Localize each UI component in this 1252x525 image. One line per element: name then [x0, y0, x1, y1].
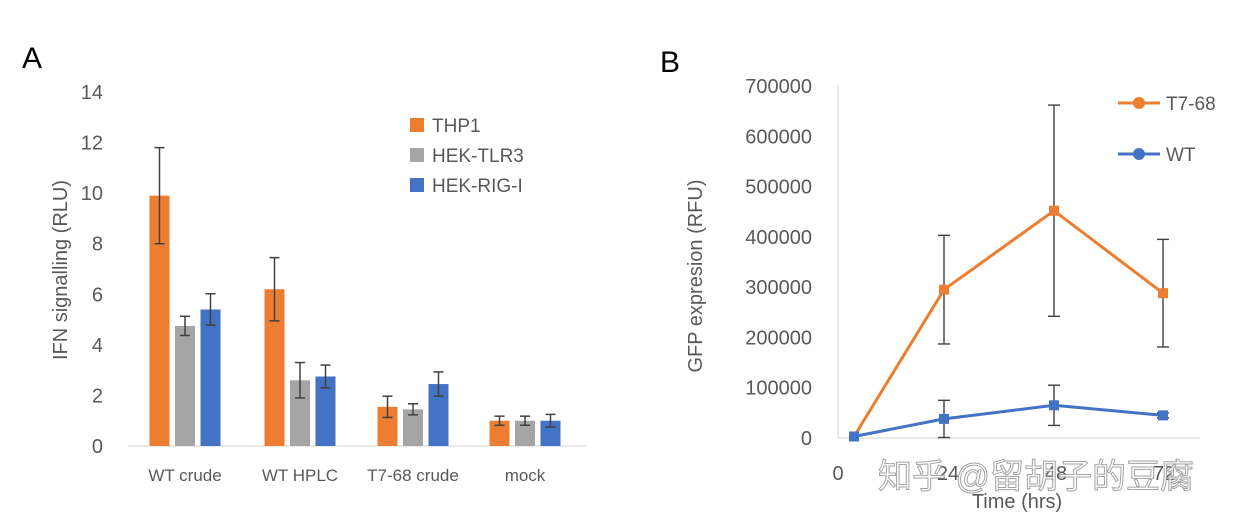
panel-a-x-category-label: T7-68 crude	[367, 466, 459, 485]
legend-swatch-hek-rig-i	[410, 178, 424, 192]
watermark-text: 知乎 @留胡子的豆腐	[878, 458, 1194, 496]
panel-b-x-tick-label: 48	[1045, 463, 1067, 485]
panel-a-y-tick-label: 8	[92, 234, 103, 256]
bar-hek-tlr3-3	[403, 409, 423, 446]
panel-a-y-tick-label: 4	[92, 335, 103, 357]
panel-b-x-tick-label: 0	[832, 463, 843, 485]
panel-a-bars	[149, 146, 561, 446]
panel-a-y-tick-label: 2	[92, 385, 103, 407]
panel-b-x-axis-title: Time (hrs)	[972, 491, 1062, 513]
marker-t7-68-4	[1158, 288, 1168, 299]
panel-b-legend: T7-68 WT	[1118, 94, 1216, 166]
bar-hek-tlr3-2	[290, 380, 310, 446]
panel-b-y-axis-title: GFP expresion (RFU)	[685, 179, 707, 372]
legend-marker-wt	[1133, 148, 1145, 160]
marker-t7-68-2	[939, 284, 949, 295]
panel-a: A IFN signalling (RLU) 0 2 4 6 8 10 12 14 WT cr…	[22, 42, 586, 485]
panel-a-x-categories: WT crude WT HPLC T7-68 crude mock	[148, 466, 545, 485]
legend-label-hek-tlr3: HEK-TLR3	[432, 146, 524, 167]
panel-b-series	[849, 104, 1169, 442]
panel-a-y-tick-label: 10	[81, 183, 103, 205]
panel-a-x-category-label: WT HPLC	[262, 466, 338, 485]
legend-marker-t7-68	[1133, 97, 1145, 109]
panel-b-y-tick-label: 100000	[745, 378, 812, 400]
panel-a-y-axis-title: IFN signalling (RLU)	[50, 180, 72, 360]
legend-swatch-hek-tlr3	[410, 148, 424, 162]
line-t7-68	[852, 208, 1164, 438]
bar-thp1-1	[149, 195, 170, 446]
bar-hek-tlr3-4	[515, 420, 535, 446]
panel-a-y-tick-label: 12	[81, 133, 103, 155]
legend-swatch-thp1	[410, 118, 424, 132]
legend-label-hek-rig-i: HEK-RIG-I	[432, 176, 523, 197]
panel-b-x-tick-label: 24	[937, 463, 959, 485]
bar-hek-rig-i-3	[428, 384, 449, 446]
panel-b-y-tick-label: 700000	[745, 76, 812, 98]
legend-label-t7-68: T7-68	[1166, 94, 1216, 115]
marker-wt-1	[849, 431, 859, 442]
panel-b-y-tick-label: 500000	[745, 177, 812, 199]
marker-t7-68-3	[1049, 205, 1059, 216]
marker-wt-4	[1158, 410, 1168, 421]
panel-b-y-tick-label: 200000	[745, 327, 812, 349]
panel-b-x-tick-label: 72	[1153, 463, 1175, 485]
panel-a-label: A	[22, 42, 42, 75]
panel-a-x-category-label: mock	[505, 466, 546, 485]
bar-hek-rig-i-2	[315, 376, 336, 446]
panel-a-x-category-label: WT crude	[148, 466, 221, 485]
panel-a-y-tick-label: 6	[92, 284, 103, 306]
panel-b-y-tick-label: 0	[801, 428, 812, 450]
panel-a-y-tick-label: 14	[81, 82, 103, 104]
legend-label-thp1: THP1	[432, 116, 481, 137]
panel-b-label: B	[660, 46, 680, 79]
series-wt	[849, 384, 1169, 442]
panel-b: B GFP expresion (RFU) 0 100000 200000 30000…	[660, 46, 1216, 513]
marker-wt-2	[939, 413, 949, 424]
panel-b-x-ticks: 0 24 48 72	[832, 463, 1175, 485]
bar-thp1-3	[377, 406, 398, 446]
marker-wt-3	[1049, 400, 1059, 411]
series-t7-68	[849, 104, 1169, 442]
panel-a-y-tick-label: 0	[92, 436, 103, 458]
panel-a-y-ticks: 0 2 4 6 8 10 12 14	[81, 82, 103, 458]
panel-b-y-ticks: 0 100000 200000 300000 400000 500000 600000 700…	[745, 76, 812, 450]
bar-thp1-4	[489, 420, 510, 446]
bar-hek-tlr3-1	[175, 325, 195, 446]
panel-b-y-tick-label: 600000	[745, 126, 812, 148]
bar-thp1-2	[264, 289, 285, 446]
line-wt	[853, 403, 1164, 438]
panel-a-legend: THP1 HEK-TLR3 HEK-RIG-I	[410, 116, 524, 197]
bar-hek-rig-i-1	[200, 309, 221, 446]
legend-label-wt: WT	[1166, 145, 1196, 166]
panel-b-y-tick-label: 400000	[745, 227, 812, 249]
panel-b-y-tick-label: 300000	[745, 277, 812, 299]
